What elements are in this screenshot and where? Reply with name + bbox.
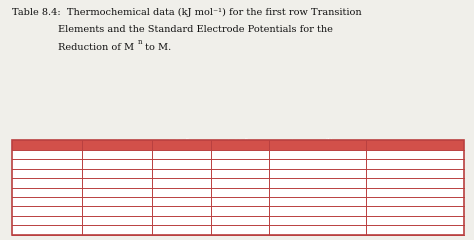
- Text: 1: 1: [181, 147, 185, 152]
- Text: -2059: -2059: [304, 226, 332, 234]
- Text: 130: 130: [108, 226, 126, 234]
- Text: hyd: hyd: [294, 147, 305, 152]
- Text: 1730: 1730: [228, 226, 252, 234]
- Text: 745: 745: [172, 216, 190, 225]
- Text: -0.76: -0.76: [380, 226, 405, 234]
- Text: Cr: Cr: [20, 169, 32, 178]
- Text: 398: 398: [108, 169, 126, 178]
- Text: 1370: 1370: [228, 160, 252, 168]
- Text: Eº/V: Eº/V: [382, 141, 403, 150]
- Text: -1998: -1998: [304, 188, 332, 197]
- Text: H: H: [233, 139, 242, 148]
- Text: 431: 431: [108, 207, 126, 216]
- Text: 1960: 1960: [228, 216, 252, 225]
- Text: i: i: [231, 147, 233, 152]
- Text: 515: 515: [108, 160, 126, 168]
- Text: Reduction of M: Reduction of M: [58, 43, 134, 52]
- Text: -2079: -2079: [304, 197, 332, 206]
- Text: Zn: Zn: [20, 226, 33, 234]
- Text: Elements and the Standard Electrode Potentials for the: Elements and the Standard Electrode Pote…: [58, 25, 333, 34]
- Text: 762: 762: [172, 188, 190, 197]
- Text: º: º: [186, 138, 189, 143]
- Text: 736: 736: [172, 207, 191, 216]
- Text: Hº(M: Hº(M: [297, 139, 324, 148]
- Text: -1.63: -1.63: [380, 150, 405, 159]
- Text: 1560: 1560: [228, 188, 252, 197]
- Text: H: H: [174, 139, 183, 148]
- Text: º: º: [245, 138, 247, 143]
- Text: -0.90: -0.90: [380, 169, 405, 178]
- Text: -2121: -2121: [304, 216, 331, 225]
- Text: to M.: to M.: [142, 43, 172, 52]
- Text: Ti: Ti: [20, 150, 30, 159]
- Text: 0.34: 0.34: [382, 216, 403, 225]
- Text: i: i: [172, 147, 174, 152]
- Text: 339: 339: [108, 216, 126, 225]
- Text: 648: 648: [172, 160, 190, 168]
- Text: 1640: 1640: [228, 197, 252, 206]
- Text: 427: 427: [108, 197, 126, 206]
- Text: -1862: -1862: [304, 178, 332, 187]
- Text: -0.25: -0.25: [380, 207, 405, 216]
- Text: 418: 418: [108, 188, 126, 197]
- Text: 1310: 1310: [228, 150, 252, 159]
- Text: H̅º (M): H̅º (M): [110, 139, 145, 148]
- Text: Δ: Δ: [225, 139, 232, 148]
- Text: Fe: Fe: [20, 188, 32, 197]
- Text: Cu: Cu: [20, 216, 34, 225]
- Text: -1895: -1895: [304, 160, 332, 168]
- Text: 2: 2: [240, 147, 244, 152]
- Text: -0.28: -0.28: [380, 197, 404, 206]
- Text: 716: 716: [172, 178, 190, 187]
- Text: 653: 653: [172, 169, 191, 178]
- Text: n: n: [137, 38, 142, 46]
- Text: 279: 279: [108, 178, 126, 187]
- Text: Ni: Ni: [20, 207, 32, 216]
- Text: Δ: Δ: [166, 139, 173, 148]
- Text: Table 8.4:  Thermochemical data (kJ mol⁻¹) for the first row Transition: Table 8.4: Thermochemical data (kJ mol⁻¹…: [12, 8, 362, 17]
- Text: a: a: [118, 147, 123, 152]
- Text: 2+: 2+: [326, 138, 334, 143]
- Text: -1.18: -1.18: [380, 178, 404, 187]
- Text: ): ): [335, 139, 339, 148]
- Text: Co: Co: [20, 197, 33, 206]
- Text: -1.18: -1.18: [380, 160, 404, 168]
- Text: Mn: Mn: [20, 178, 36, 187]
- Text: 469: 469: [108, 150, 126, 159]
- Text: Δ: Δ: [113, 139, 120, 148]
- Text: 661: 661: [172, 150, 191, 159]
- Text: -1925: -1925: [304, 169, 332, 178]
- Text: 1590: 1590: [228, 169, 252, 178]
- Text: -1866: -1866: [304, 150, 332, 159]
- Text: V: V: [20, 160, 27, 168]
- Text: 757: 757: [172, 197, 190, 206]
- Text: 1510: 1510: [228, 178, 252, 187]
- Text: 908: 908: [172, 226, 190, 234]
- Text: Δ: Δ: [288, 139, 295, 148]
- Text: -0.44: -0.44: [380, 188, 404, 197]
- Text: -2121: -2121: [304, 207, 331, 216]
- Text: Element (M): Element (M): [17, 141, 80, 150]
- Text: 1750: 1750: [228, 207, 252, 216]
